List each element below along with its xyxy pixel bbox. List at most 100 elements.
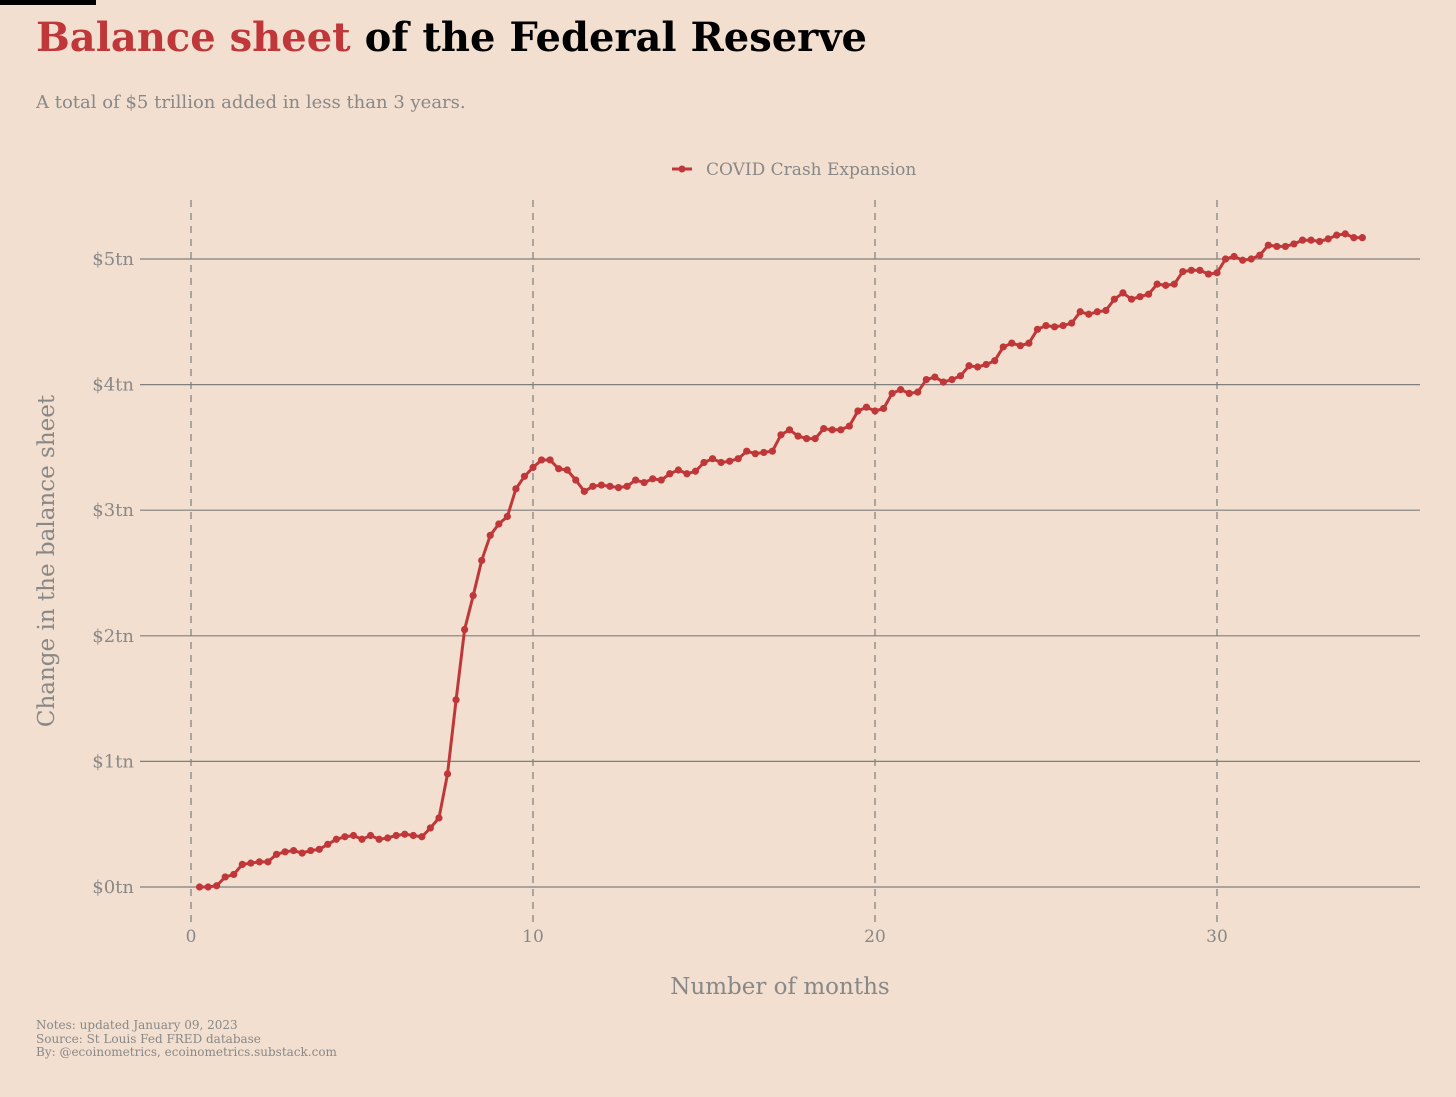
data-point xyxy=(1230,252,1238,261)
x-tick-label: 0 xyxy=(186,927,197,947)
data-point xyxy=(837,426,845,434)
data-point xyxy=(1179,267,1187,276)
data-point xyxy=(1316,237,1324,246)
data-point xyxy=(897,386,905,394)
data-point xyxy=(529,463,537,472)
data-point xyxy=(358,835,366,843)
footer-notes: Notes: updated January 09, 2023 Source: … xyxy=(36,1018,337,1060)
data-point xyxy=(1170,280,1178,288)
y-tick-label: $1tn xyxy=(92,751,134,772)
data-point xyxy=(1239,256,1247,264)
data-point xyxy=(1016,342,1024,350)
data-point xyxy=(1187,266,1195,274)
data-point xyxy=(341,833,349,841)
data-point xyxy=(324,840,332,848)
data-point xyxy=(956,372,965,380)
y-gridlines xyxy=(140,258,1420,888)
data-point xyxy=(409,831,417,840)
data-point xyxy=(743,447,751,455)
data-point xyxy=(1358,234,1366,242)
x-gridlines xyxy=(190,200,1218,927)
data-point xyxy=(657,476,665,484)
series-line xyxy=(198,232,1364,889)
data-point xyxy=(871,407,879,415)
data-point xyxy=(520,472,529,480)
data-point xyxy=(726,457,734,465)
data-point xyxy=(537,456,546,464)
data-point xyxy=(238,860,246,868)
data-point xyxy=(512,485,520,493)
data-point xyxy=(255,858,263,866)
data-point xyxy=(264,858,272,866)
x-tick-labels: 0 10 20 30 xyxy=(186,927,1228,947)
data-point xyxy=(1324,235,1332,243)
y-tick-label: $2tn xyxy=(92,626,134,647)
data-point xyxy=(1033,325,1042,333)
data-point xyxy=(213,882,221,890)
data-point xyxy=(1162,281,1170,289)
data-point xyxy=(1068,319,1076,327)
data-point xyxy=(803,435,811,443)
data-point xyxy=(1341,230,1349,238)
data-point xyxy=(1085,310,1093,318)
data-point xyxy=(1059,321,1067,330)
data-point xyxy=(332,835,340,843)
data-point xyxy=(589,482,597,490)
data-point xyxy=(272,850,281,858)
notes-byline: By: @ecoinometrics, ecoinometrics.substa… xyxy=(36,1045,337,1059)
legend-point-marker xyxy=(678,165,686,173)
data-point xyxy=(1127,295,1136,303)
data-point xyxy=(974,363,982,371)
data-point xyxy=(392,831,400,840)
data-point xyxy=(1213,269,1221,277)
data-point xyxy=(1247,255,1255,263)
data-point xyxy=(751,450,759,458)
data-point xyxy=(1119,289,1127,297)
legend: COVID Crash Expansion xyxy=(672,160,916,180)
data-point xyxy=(401,830,409,838)
data-point xyxy=(580,487,588,495)
data-point xyxy=(281,848,289,856)
data-point xyxy=(914,388,922,396)
data-point xyxy=(606,482,614,490)
data-point xyxy=(888,389,896,397)
data-point xyxy=(315,845,323,853)
data-point xyxy=(1153,280,1161,288)
data-point xyxy=(862,403,871,411)
data-point xyxy=(1333,231,1341,239)
data-point xyxy=(221,873,229,881)
data-point xyxy=(674,466,682,474)
data-point xyxy=(1307,236,1315,244)
data-point xyxy=(939,378,948,386)
data-point xyxy=(503,512,511,521)
data-point xyxy=(478,556,486,565)
top-accent-bar xyxy=(0,0,96,5)
data-point xyxy=(614,483,623,492)
data-point xyxy=(828,426,836,434)
chart-title-accent: Balance sheet xyxy=(36,14,351,61)
data-point xyxy=(965,362,973,370)
data-point xyxy=(307,846,315,855)
data-point xyxy=(1264,241,1272,249)
notes-updated: Notes: updated January 09, 2023 xyxy=(36,1018,238,1032)
legend-label: COVID Crash Expansion xyxy=(706,160,916,180)
chart-title-rest: of the Federal Reserve xyxy=(350,14,867,61)
data-point xyxy=(982,360,990,369)
data-point xyxy=(623,482,631,490)
data-point xyxy=(1110,295,1118,303)
data-point xyxy=(1042,321,1050,330)
data-point xyxy=(632,476,640,484)
data-point xyxy=(572,476,580,484)
data-point xyxy=(452,696,460,704)
data-point xyxy=(811,435,819,443)
series-layer xyxy=(195,230,1366,891)
data-point xyxy=(1076,308,1084,316)
data-point xyxy=(290,846,298,855)
data-point xyxy=(1290,240,1298,248)
data-point xyxy=(546,456,554,464)
data-point xyxy=(1102,306,1110,315)
data-point xyxy=(683,470,691,478)
x-tick-label: 10 xyxy=(522,927,544,947)
data-point xyxy=(991,357,999,365)
